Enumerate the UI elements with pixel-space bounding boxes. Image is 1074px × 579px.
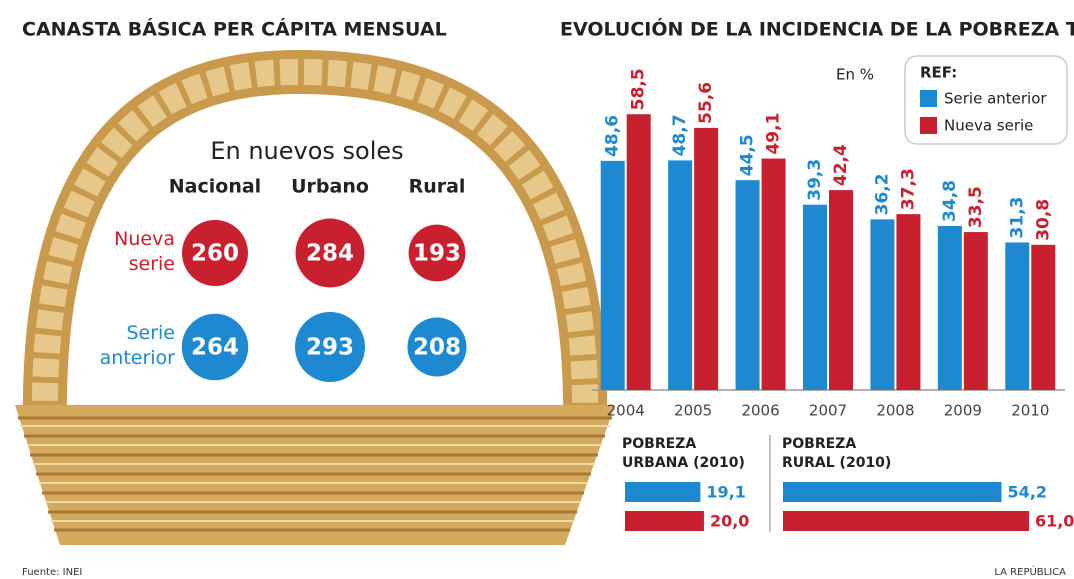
bar (803, 204, 827, 390)
bubble (407, 317, 467, 377)
value-label: 193 (413, 241, 461, 267)
x-tick-label: 2009 (944, 402, 982, 420)
x-tick-label: 2008 (876, 402, 914, 420)
bubble (181, 313, 249, 381)
bar (735, 180, 760, 390)
legend-box (904, 55, 1068, 145)
bubble (295, 312, 365, 382)
value-label: 49,1 (764, 113, 784, 155)
chart-title: POBREZA RURAL (2010) (782, 436, 892, 471)
value-label: 260 (191, 241, 239, 267)
bar (626, 114, 651, 390)
value-label: 39,3 (805, 159, 825, 201)
value-label: 58,5 (629, 68, 649, 110)
value-label: 37,3 (898, 168, 918, 210)
value-label: 284 (306, 241, 354, 267)
bubble (182, 220, 248, 286)
row-label: Serie anterior (99, 322, 175, 369)
value-label: 33,5 (966, 186, 986, 228)
bar (600, 160, 625, 390)
value-label: 55,6 (696, 82, 716, 124)
legend-label: Serie anterior (944, 90, 1047, 108)
bubble (295, 218, 365, 288)
source: Fuente: INEI (22, 567, 82, 578)
bar (870, 219, 895, 390)
value-label: 31,3 (1007, 196, 1027, 238)
credit: LA REPÚBLICA (994, 565, 1066, 578)
legend-swatch (920, 90, 937, 107)
value-label: 208 (413, 335, 461, 361)
value-label: 20,0 (710, 512, 749, 531)
value-label: 293 (306, 335, 354, 361)
value-label: 54,2 (1008, 483, 1047, 502)
value-label: 30,8 (1033, 199, 1053, 241)
value-label: 264 (191, 335, 239, 361)
bar (625, 511, 704, 531)
legend-label: Nueva serie (944, 117, 1033, 135)
row-label: Nueva serie (114, 228, 175, 275)
legend-title: REF: (920, 64, 957, 82)
value-label: 44,5 (738, 134, 758, 176)
x-tick-label: 2005 (674, 402, 712, 420)
bar (783, 482, 1002, 502)
value-label: 48,6 (603, 115, 623, 157)
value-label: 48,7 (670, 114, 690, 156)
chart-title: POBREZA URBANA (2010) (622, 436, 745, 471)
x-tick-label: 2004 (607, 402, 645, 420)
bar (761, 158, 786, 390)
bar (625, 482, 701, 502)
bar (963, 232, 988, 390)
x-tick-label: 2010 (1011, 402, 1049, 420)
value-label: 34,8 (940, 180, 960, 222)
column-label: Nacional (169, 176, 261, 198)
legend-swatch (920, 117, 937, 134)
bar (1005, 242, 1030, 390)
unit-label: En % (836, 66, 874, 84)
bar (896, 214, 921, 390)
bar (783, 511, 1029, 531)
column-label: Rural (409, 176, 466, 198)
bar (668, 160, 693, 390)
value-label: 61,0 (1035, 512, 1074, 531)
basket (15, 49, 615, 545)
value-label: 19,1 (706, 483, 745, 502)
bar (937, 225, 962, 390)
x-tick-label: 2006 (741, 402, 779, 420)
chart-title: EVOLUCIÓN DE LA INCIDENCIA DE LA POBREZA… (560, 17, 1074, 41)
bar (829, 190, 853, 390)
bar (694, 127, 719, 390)
value-label: 36,2 (872, 173, 892, 215)
bubble (408, 224, 466, 282)
column-label: Urbano (291, 176, 369, 198)
x-tick-label: 2007 (809, 402, 847, 420)
chart-title: CANASTA BÁSICA PER CÁPITA MENSUAL (22, 18, 447, 41)
bar (1031, 244, 1056, 390)
chart-subtitle: En nuevos soles (210, 137, 403, 165)
value-label: 42,4 (831, 144, 851, 186)
